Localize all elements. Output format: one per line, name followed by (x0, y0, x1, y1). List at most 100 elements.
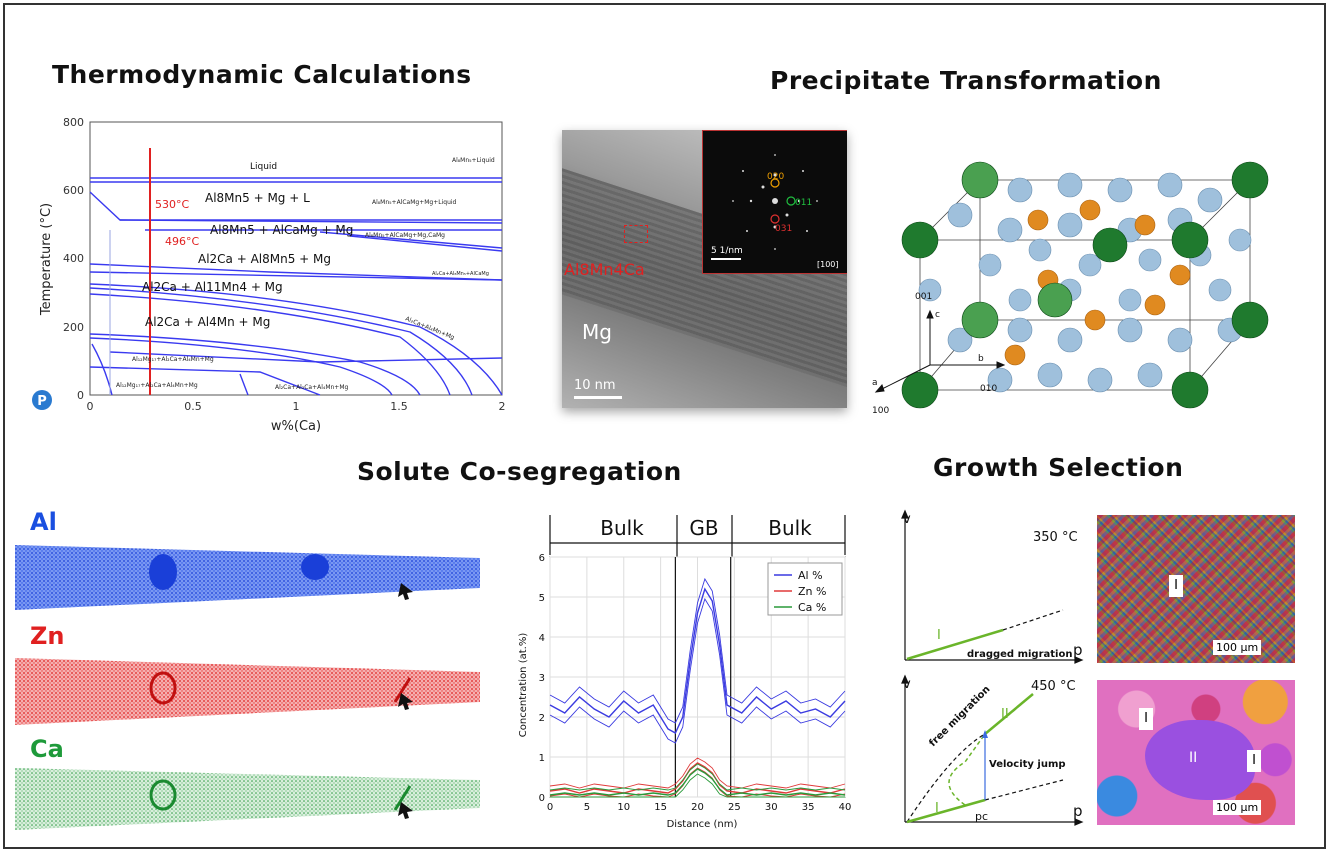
dragged-label: dragged migration (967, 649, 1072, 660)
svg-text:P: P (37, 394, 47, 409)
spot-031: 031 (775, 224, 792, 234)
series-line-al (549, 597, 846, 744)
region-gb: GB (689, 516, 718, 540)
phase-ylabel: Temperature (°C) (39, 203, 54, 316)
axis-b-index: 010 (980, 384, 997, 394)
y-tick: 400 (63, 252, 84, 265)
axis-b: b (978, 354, 984, 364)
fft-inset: 020 011 031 5 1/nm [100] (702, 130, 847, 274)
series-line-ca (549, 768, 846, 796)
matrix-label: Mg (582, 320, 612, 344)
growth-title: Growth Selection (933, 453, 1184, 482)
region-label: Al8Mn5 + Mg + L (205, 191, 310, 205)
concentration-profile: Bulk GB Bulk 0 5 10 15 20 25 30 35 40 0 1 2 3 4 5 6 Dis… (518, 515, 851, 830)
label-II: II (1001, 707, 1009, 722)
apt-maps (15, 545, 480, 830)
ebsd-label-II: II (1189, 750, 1198, 766)
axis-v: v (903, 677, 911, 692)
x-tick: 1.5 (390, 400, 408, 413)
growth-plot-450: v p I II free migration Velocity jump pc… (901, 674, 1084, 826)
series-line-ca (550, 773, 845, 798)
y-tick-label: 3 (539, 673, 545, 684)
y-tick: 800 (63, 116, 84, 129)
x-tick-label: 20 (691, 802, 704, 813)
region-liquid: Liquid (250, 162, 277, 172)
temp-350: 350 °C (1033, 530, 1078, 545)
thermo-title: Thermodynamic Calculations (52, 60, 472, 89)
y-tick: 600 (63, 184, 84, 197)
legend-zn: Zn % (798, 585, 826, 598)
profile-xlabel: Distance (nm) (667, 819, 738, 830)
temp-450: 450 °C (1031, 679, 1076, 694)
velocity-jump-label: Velocity jump (989, 759, 1066, 770)
temp-496: 496°C (165, 235, 199, 248)
y-tick: 0 (77, 389, 84, 402)
pc-label: pc (975, 810, 988, 823)
axis-v: v (903, 512, 911, 527)
x-tick: 0 (87, 400, 94, 413)
fft-scale: 5 1/nm (711, 246, 743, 256)
ebsd-map-350: I 100 µm (1097, 515, 1295, 663)
small-label: Al₈Mn₅+AlCaMg+Mg,CaMg (365, 232, 445, 239)
x-tick-label: 0 (547, 802, 553, 813)
phase-plot-area (89, 121, 503, 396)
y-tick-label: 5 (539, 593, 545, 604)
series-line-ca (549, 763, 846, 791)
small-label: Al₂Ca+Al₈Mn₅+AlCaMg (432, 271, 489, 277)
pandat-logo: P (32, 390, 52, 410)
apt-al-map (15, 545, 480, 610)
crystal-structure (901, 161, 1269, 409)
y-tick-label: 6 (539, 553, 545, 564)
abnormal-grain (1145, 720, 1255, 800)
region-label: Al2Ca + Al8Mn5 + Mg (198, 252, 331, 266)
x-tick: 2 (499, 400, 506, 413)
zone-axis: [100] (817, 260, 839, 269)
crystal-axes: 001 c b 010 a 100 (872, 292, 1006, 416)
tem-scale-text: 10 nm (574, 378, 616, 393)
figure-frame (3, 3, 1326, 849)
apt-ca-label: Ca (30, 735, 64, 763)
x-tick-label: 15 (654, 802, 667, 813)
growth-plot-350: v p I dragged migration 350 °C (901, 509, 1084, 664)
x-tick-label: 25 (728, 802, 741, 813)
free-label: free migration (927, 684, 992, 749)
phase-label: Al8Mn4Ca (564, 260, 645, 279)
x-tick-label: 30 (765, 802, 778, 813)
series-line-al (549, 577, 846, 724)
ebsd-label-I-b: I (1247, 750, 1261, 772)
phase-xlabel: w%(Ca) (271, 419, 321, 434)
precip-title: Precipitate Transformation (770, 66, 1162, 95)
profile-ylabel: Concentration (at.%) (518, 633, 529, 738)
ebsd-scale-450: 100 µm (1213, 800, 1262, 815)
series-line-zn (549, 762, 846, 794)
tem-image: 020 011 031 5 1/nm [100] Al8Mn4Ca Mg 10 … (562, 130, 847, 408)
region-bulk-left: Bulk (600, 516, 644, 540)
coseg-title: Solute Co-segregation (357, 457, 682, 486)
region-label: Al2Ca + Al11Mn4 + Mg (142, 280, 283, 294)
region-label: Al2Ca + Al4Mn + Mg (145, 315, 270, 329)
legend-ca: Ca % (798, 601, 826, 614)
phase-diagram: 800 600 400 200 0 0 0.5 1 1.5 2 w%(Ca) T… (32, 116, 506, 434)
ebsd-label-I: I (1169, 575, 1183, 597)
region-bulk-right: Bulk (768, 516, 812, 540)
apt-zn-map (15, 658, 480, 725)
label-I: I (935, 801, 939, 816)
y-tick-label: 2 (539, 713, 545, 724)
series-line-zn (549, 757, 846, 789)
apt-zn-label: Zn (30, 622, 65, 650)
y-tick-label: 4 (539, 633, 545, 644)
x-tick-label: 35 (802, 802, 815, 813)
axis-a: a (872, 378, 878, 388)
small-label: Al₂Ca+Al₂Ca+Al₄Mn+Mg (275, 384, 349, 391)
apt-ca-map (15, 768, 480, 830)
ebsd-scale-350: 100 µm (1213, 640, 1262, 655)
y-tick-label: 0 (539, 793, 545, 804)
tem-scale-bar (574, 396, 622, 399)
axis-p: p (1073, 802, 1083, 820)
legend-al: Al % (798, 569, 823, 582)
x-tick: 0.5 (184, 400, 202, 413)
small-label: Al₁₂Mg₁₇+Al₂Ca+Al₄Mn+Mg (132, 356, 214, 363)
axis-c: c (935, 310, 940, 320)
fft-region-box (624, 225, 648, 243)
temp-530: 530°C (155, 198, 189, 211)
